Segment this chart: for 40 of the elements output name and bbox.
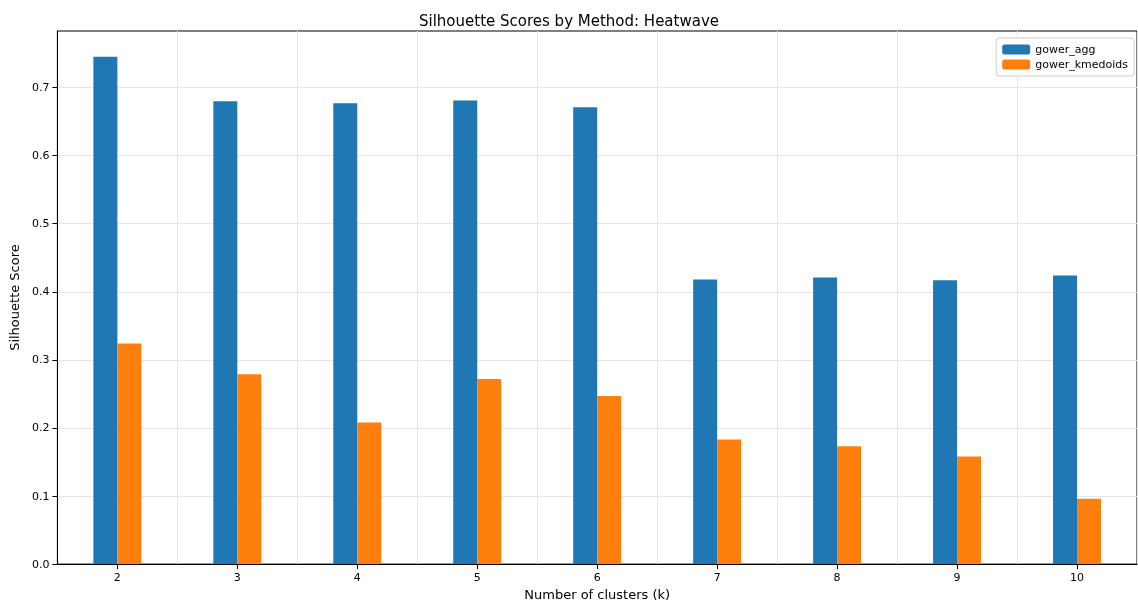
bar xyxy=(357,422,382,565)
bar xyxy=(837,446,862,565)
bar xyxy=(333,103,358,565)
bar xyxy=(573,107,598,565)
y-tick-label: 0.3 xyxy=(31,353,50,367)
y-tick-label: 0.1 xyxy=(31,489,50,503)
chart-title: Silhouette Scores by Method: Heatwave xyxy=(418,11,720,30)
bar xyxy=(117,343,142,565)
y-axis-title: Silhouette Score xyxy=(7,244,22,351)
bar xyxy=(93,56,118,565)
x-tick-label: 5 xyxy=(473,571,481,585)
bar xyxy=(213,101,238,565)
bar xyxy=(453,100,478,565)
x-axis-title: Number of clusters (k) xyxy=(524,587,671,602)
y-tick-label: 0.0 xyxy=(31,557,50,571)
bar xyxy=(1053,275,1078,565)
x-tick-label: 8 xyxy=(833,571,841,585)
legend-label: gower_agg xyxy=(1035,43,1096,56)
bar xyxy=(813,277,838,565)
x-tick-label: 10 xyxy=(1070,571,1085,585)
bar xyxy=(237,374,262,565)
bar xyxy=(1077,498,1102,565)
legend-label: gower_kmedoids xyxy=(1035,58,1129,71)
y-tick-label: 0.6 xyxy=(31,149,50,163)
bar xyxy=(597,395,622,565)
x-tick-label: 4 xyxy=(353,571,361,585)
x-tick-label: 9 xyxy=(953,571,961,585)
bar xyxy=(477,378,502,565)
x-tick-label: 7 xyxy=(713,571,721,585)
bar xyxy=(957,456,982,565)
y-tick-label: 0.2 xyxy=(31,421,50,435)
y-tick-label: 0.4 xyxy=(31,285,50,299)
bar xyxy=(933,280,958,565)
bar xyxy=(693,279,718,565)
x-tick-label: 6 xyxy=(593,571,601,585)
bar xyxy=(717,439,742,565)
y-tick-label: 0.7 xyxy=(31,81,50,95)
x-tick-label: 3 xyxy=(233,571,241,585)
x-tick-label: 2 xyxy=(113,571,121,585)
y-tick-label: 0.5 xyxy=(31,217,50,231)
